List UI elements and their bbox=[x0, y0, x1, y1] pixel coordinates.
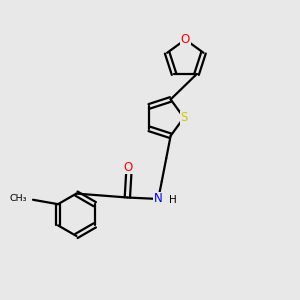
Text: H: H bbox=[169, 195, 177, 206]
Text: O: O bbox=[124, 161, 133, 174]
Text: S: S bbox=[180, 111, 188, 124]
Text: N: N bbox=[154, 193, 163, 206]
Text: CH₃: CH₃ bbox=[9, 194, 26, 203]
Text: O: O bbox=[181, 33, 190, 46]
